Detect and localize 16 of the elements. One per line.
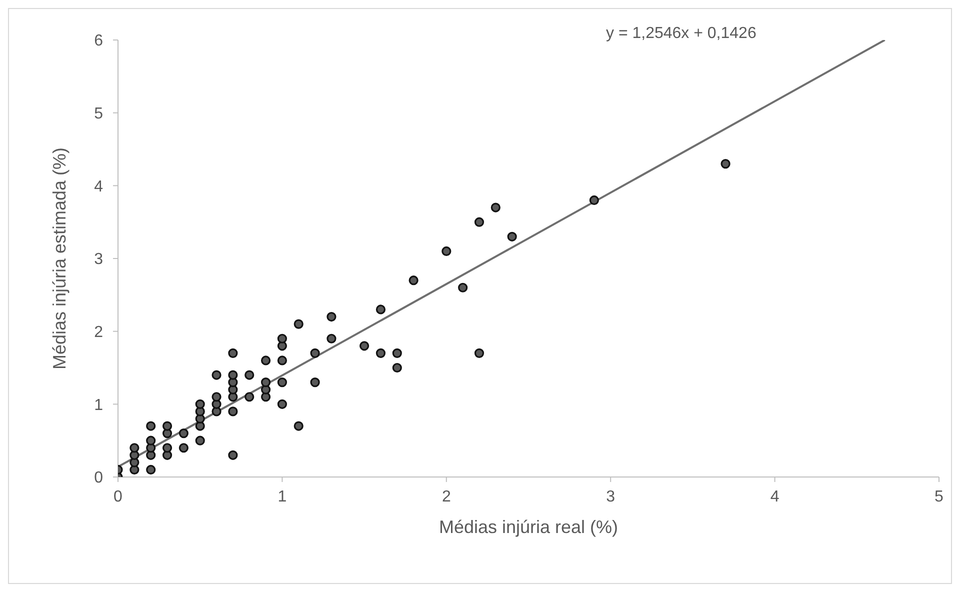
y-tick-label: 3 <box>94 251 104 268</box>
y-tick-label: 5 <box>94 106 104 123</box>
x-axis-title: Médias injúria real (%) <box>438 517 618 537</box>
annotation: y = 1,2546x + 0,1426 <box>606 25 756 43</box>
x-tick-label: 5 <box>934 488 944 506</box>
x-tick-label: 1 <box>278 488 287 506</box>
y-tick-label: 6 <box>94 32 104 50</box>
x-tick-label: 4 <box>770 488 780 506</box>
y-tick-label: 4 <box>94 178 104 196</box>
x-tick-label: 0 <box>114 488 123 506</box>
y-tick-label: 2 <box>94 324 104 342</box>
y-tick-label: 0 <box>94 470 104 487</box>
x-tick-label: 2 <box>442 488 451 506</box>
y-axis-title: Médias injúria estimada (%) <box>49 147 70 370</box>
x-tick-label: 3 <box>606 488 616 506</box>
y-tick-label: 1 <box>94 396 104 414</box>
